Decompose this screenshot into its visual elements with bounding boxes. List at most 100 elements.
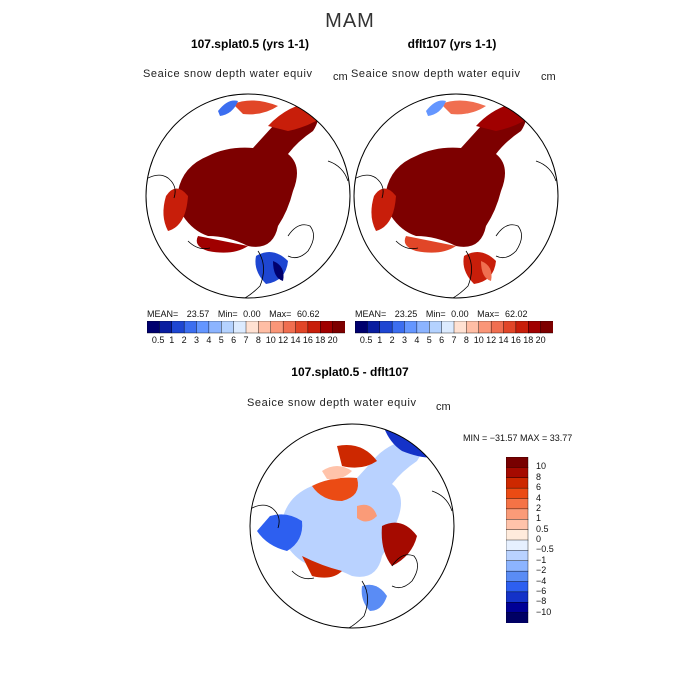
panel3-variable: Seaice snow depth water equiv <box>247 397 417 409</box>
panel2-colorbar-tick: 6 <box>439 335 445 345</box>
panel1-colorbar-swatch <box>282 321 297 334</box>
panel2-colorbar-swatch <box>404 321 418 334</box>
panel1-mean: 23.57 <box>186 309 210 319</box>
panel1-colorbar-tick: 0.5 <box>151 335 165 345</box>
panel2-colorbar <box>355 321 553 334</box>
panel3-colorbar-tick: 0 <box>536 534 542 544</box>
panel3-colorbar-labels: 10 8 6 4 2 1 0.5 0 −0.5 −1 −2 −4 −6 −8 −10 <box>536 457 576 623</box>
panel2-boundary <box>353 93 559 299</box>
panel3-title: 107.splat0.5 - dflt107 <box>291 365 409 379</box>
panel1-colorbar-swatch <box>245 321 259 334</box>
panel2-colorbar-tick: 3 <box>402 335 408 345</box>
panel1-colorbar-tick: 3 <box>194 335 200 345</box>
panel3-colorbar-tick: 1 <box>536 513 542 524</box>
panel2-colorbar-swatch <box>429 321 443 334</box>
panel1-colorbar-tick: 12 <box>278 335 289 345</box>
panel2-min: 0.00 <box>451 309 469 319</box>
panel3-colorbar-swatch <box>506 487 529 500</box>
panel3-colorbar-tick: −2 <box>536 565 547 576</box>
season-title: MAM <box>325 10 375 32</box>
panel3-colorbar-tick: 2 <box>536 502 542 513</box>
panel2-colorbar-swatch <box>367 321 381 334</box>
panel1-colorbar-swatch <box>332 321 345 334</box>
panel3-colorbar-swatch <box>506 612 529 623</box>
panel1-colorbar <box>147 321 345 334</box>
panel3-colorbar-swatch <box>506 602 529 614</box>
panel3-colorbar-tick: 4 <box>536 492 542 503</box>
panel1-colorbar-tick: 5 <box>218 335 224 345</box>
panel1-colorbar-tick: 20 <box>327 335 338 345</box>
panel1-colorbar-tick: 4 <box>206 335 212 345</box>
panel1-colorbar-tick: 14 <box>290 335 301 345</box>
panel2-colorbar-tick: 4 <box>414 335 420 345</box>
panel2-stats: MEAN= 23.25 Min= 0.00 Max= 62.02 <box>355 309 527 319</box>
panel3-colorbar-tick: −4 <box>536 575 547 586</box>
panel2-colorbar-swatch <box>515 321 529 334</box>
panel2-colorbar-swatch <box>466 321 480 334</box>
panel2-colorbar-tick: 7 <box>451 335 457 345</box>
panel1-colorbar-swatch <box>159 321 173 334</box>
panel3-colorbar-tick: −0.5 <box>536 544 554 555</box>
panel3-colorbar-tick: −6 <box>536 585 547 596</box>
panel2-variable: Seaice snow depth water equiv <box>351 68 521 80</box>
panel3-units: cm <box>436 401 451 413</box>
panel3-colorbar-tick: 6 <box>536 482 542 493</box>
panel2-mean-label: MEAN= <box>355 309 387 319</box>
panel1-colorbar-tick: 2 <box>181 335 187 345</box>
panel2-colorbar-swatch <box>453 321 467 334</box>
panel3-colorbar-swatch <box>506 529 529 541</box>
panel2-colorbar-tick: 18 <box>523 335 534 345</box>
panel3-colorbar-swatch <box>506 570 529 583</box>
panel2-map <box>353 93 559 299</box>
panel1-variable: Seaice snow depth water equiv <box>143 68 313 80</box>
panel3-colorbar-tick: 0.5 <box>536 523 549 534</box>
panel2-colorbar-tick: 8 <box>463 335 469 345</box>
panel3-colorbar-swatch <box>506 581 529 593</box>
panel1-colorbar-tick: 7 <box>243 335 249 345</box>
panel3-coastlines <box>250 490 453 628</box>
panel1-colorbar-tick: 16 <box>302 335 313 345</box>
panel1-colorbar-swatch <box>208 321 222 334</box>
panel3-colorbar-tick: 10 <box>536 461 547 472</box>
panel3-colorbar-swatch <box>506 550 529 562</box>
panel2-colorbar-tick: 5 <box>426 335 432 345</box>
panel3-colorbar-tick: −1 <box>536 554 547 565</box>
panel2-colorbar-tick: 2 <box>389 335 395 345</box>
panel2-colorbar-swatch <box>416 321 430 334</box>
panel1-colorbar-tick: 8 <box>255 335 261 345</box>
panel3-minmax: MIN = −31.57 MAX = 33.77 <box>463 433 573 443</box>
panel2-colorbar-swatch <box>391 321 406 334</box>
panel3-diff-field <box>257 424 442 611</box>
panel2-mean: 23.25 <box>394 309 418 319</box>
panel1-colorbar-swatch <box>196 321 210 334</box>
panel1-colorbar-swatch <box>171 321 185 334</box>
panel3-colorbar-swatch <box>506 519 529 531</box>
panel3-colorbar <box>506 457 529 623</box>
panel1-colorbar-swatch <box>258 321 272 334</box>
panel2-max-label: Max= <box>477 309 500 319</box>
panel3-colorbar-swatch <box>506 457 529 468</box>
panel1-colorbar-swatch <box>270 321 284 334</box>
panel1-colorbar-swatch <box>183 321 198 334</box>
panel2-colorbar-labels: 0.5 1 2 3 4 5 6 7 8 10 12 14 16 18 20 <box>355 335 555 347</box>
panel3-colorbar-swatch <box>506 539 529 551</box>
panel1-units: cm <box>333 71 348 83</box>
panel1-colorbar-swatch <box>147 321 160 334</box>
panel2-colorbar-swatch <box>528 321 542 334</box>
panel1-colorbar-tick: 1 <box>169 335 175 345</box>
panel2-colorbar-swatch <box>379 321 393 334</box>
panel3-colorbar-tick: 8 <box>536 471 542 482</box>
panel1-map <box>145 93 351 299</box>
panel1-boundary <box>145 93 351 299</box>
panel2-units: cm <box>541 71 556 83</box>
panel3-colorbar-swatch <box>506 560 529 572</box>
panel3-colorbar-swatch <box>506 467 529 479</box>
panel2-colorbar-swatch <box>478 321 492 334</box>
panel1-colorbar-swatch <box>295 321 309 334</box>
panel2-title: dflt107 (yrs 1-1) <box>407 37 497 51</box>
panel1-snow-field <box>163 100 323 284</box>
panel1-colorbar-swatch <box>307 321 321 334</box>
panel2-colorbar-tick: 10 <box>473 335 484 345</box>
panel2-min-label: Min= <box>425 309 446 319</box>
